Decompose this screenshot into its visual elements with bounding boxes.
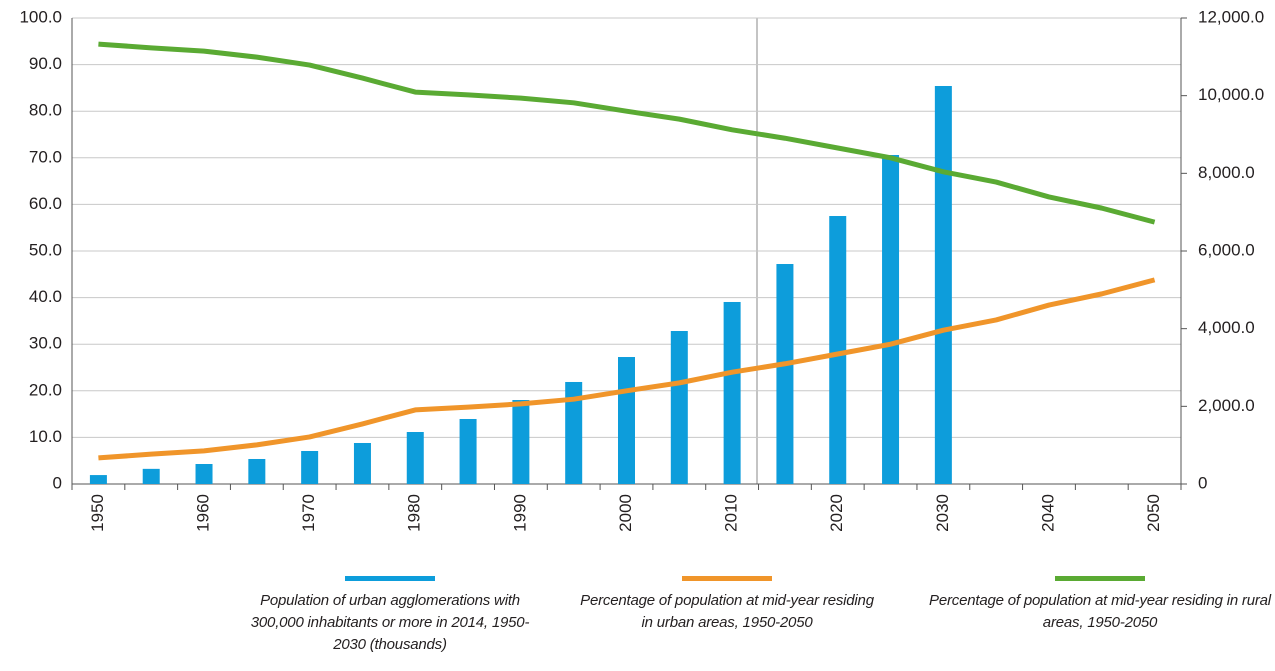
bar [618,357,635,484]
y-tick-label: 60.0 [29,194,62,213]
y2-tick-label: 10,000.0 [1198,85,1264,104]
bar [934,85,952,485]
x-tick-label: 2050 [1144,494,1163,532]
x-tick-label: 1990 [510,494,529,532]
x-tick-label: 1950 [88,494,107,532]
bar [353,442,371,484]
x-tick-label: 1980 [405,494,424,532]
legend-label: Percentage of population at mid-year res… [929,592,1271,631]
y2-tick-label: 2,000.0 [1198,396,1255,415]
y2-tick-label: 8,000.0 [1198,163,1255,182]
bar [829,216,847,484]
legend-label: Population of urban agglomerations with … [250,592,530,653]
y2-tick-label: 4,000.0 [1198,318,1255,337]
y-tick-label: 20.0 [29,380,62,399]
bar [301,450,319,484]
line [98,277,1156,461]
legend-swatch [682,576,772,581]
x-tick-label: 1970 [299,494,318,532]
x-tick-label: 2010 [722,494,741,532]
y-tick-label: 90.0 [29,54,62,73]
bar [670,330,688,484]
y2-tick-label: 0 [1198,473,1207,492]
bar [89,475,107,484]
bar [882,155,900,484]
y-tick-label: 10.0 [29,427,62,446]
y-tick-label: 100.0 [19,7,62,26]
legend-label: Percentage of population at mid-year res… [580,592,874,631]
x-tick-label: 2020 [827,494,846,532]
bar [776,264,794,484]
y-tick-label: 50.0 [29,240,62,259]
y-tick-label: 0 [53,473,62,492]
y-tick-label: 80.0 [29,101,62,120]
y-tick-label: 70.0 [29,147,62,166]
bar [723,301,741,484]
line [98,41,1156,225]
bar [248,458,266,484]
x-tick-label: 2040 [1038,494,1057,532]
bar [512,400,530,484]
bar [565,381,583,484]
y2-tick-label: 12,000.0 [1198,7,1264,26]
bar [406,432,424,484]
y2-tick-label: 6,000.0 [1198,240,1255,259]
x-tick-label: 2000 [616,494,635,532]
bar [195,464,213,484]
y-tick-label: 40.0 [29,287,62,306]
y-tick-label: 30.0 [29,334,62,353]
bar [459,418,477,484]
bar [142,468,160,484]
x-tick-label: 1960 [194,494,213,532]
x-tick-label: 2030 [933,494,952,532]
legend-swatch [1055,576,1145,581]
legend-swatch [345,576,435,581]
